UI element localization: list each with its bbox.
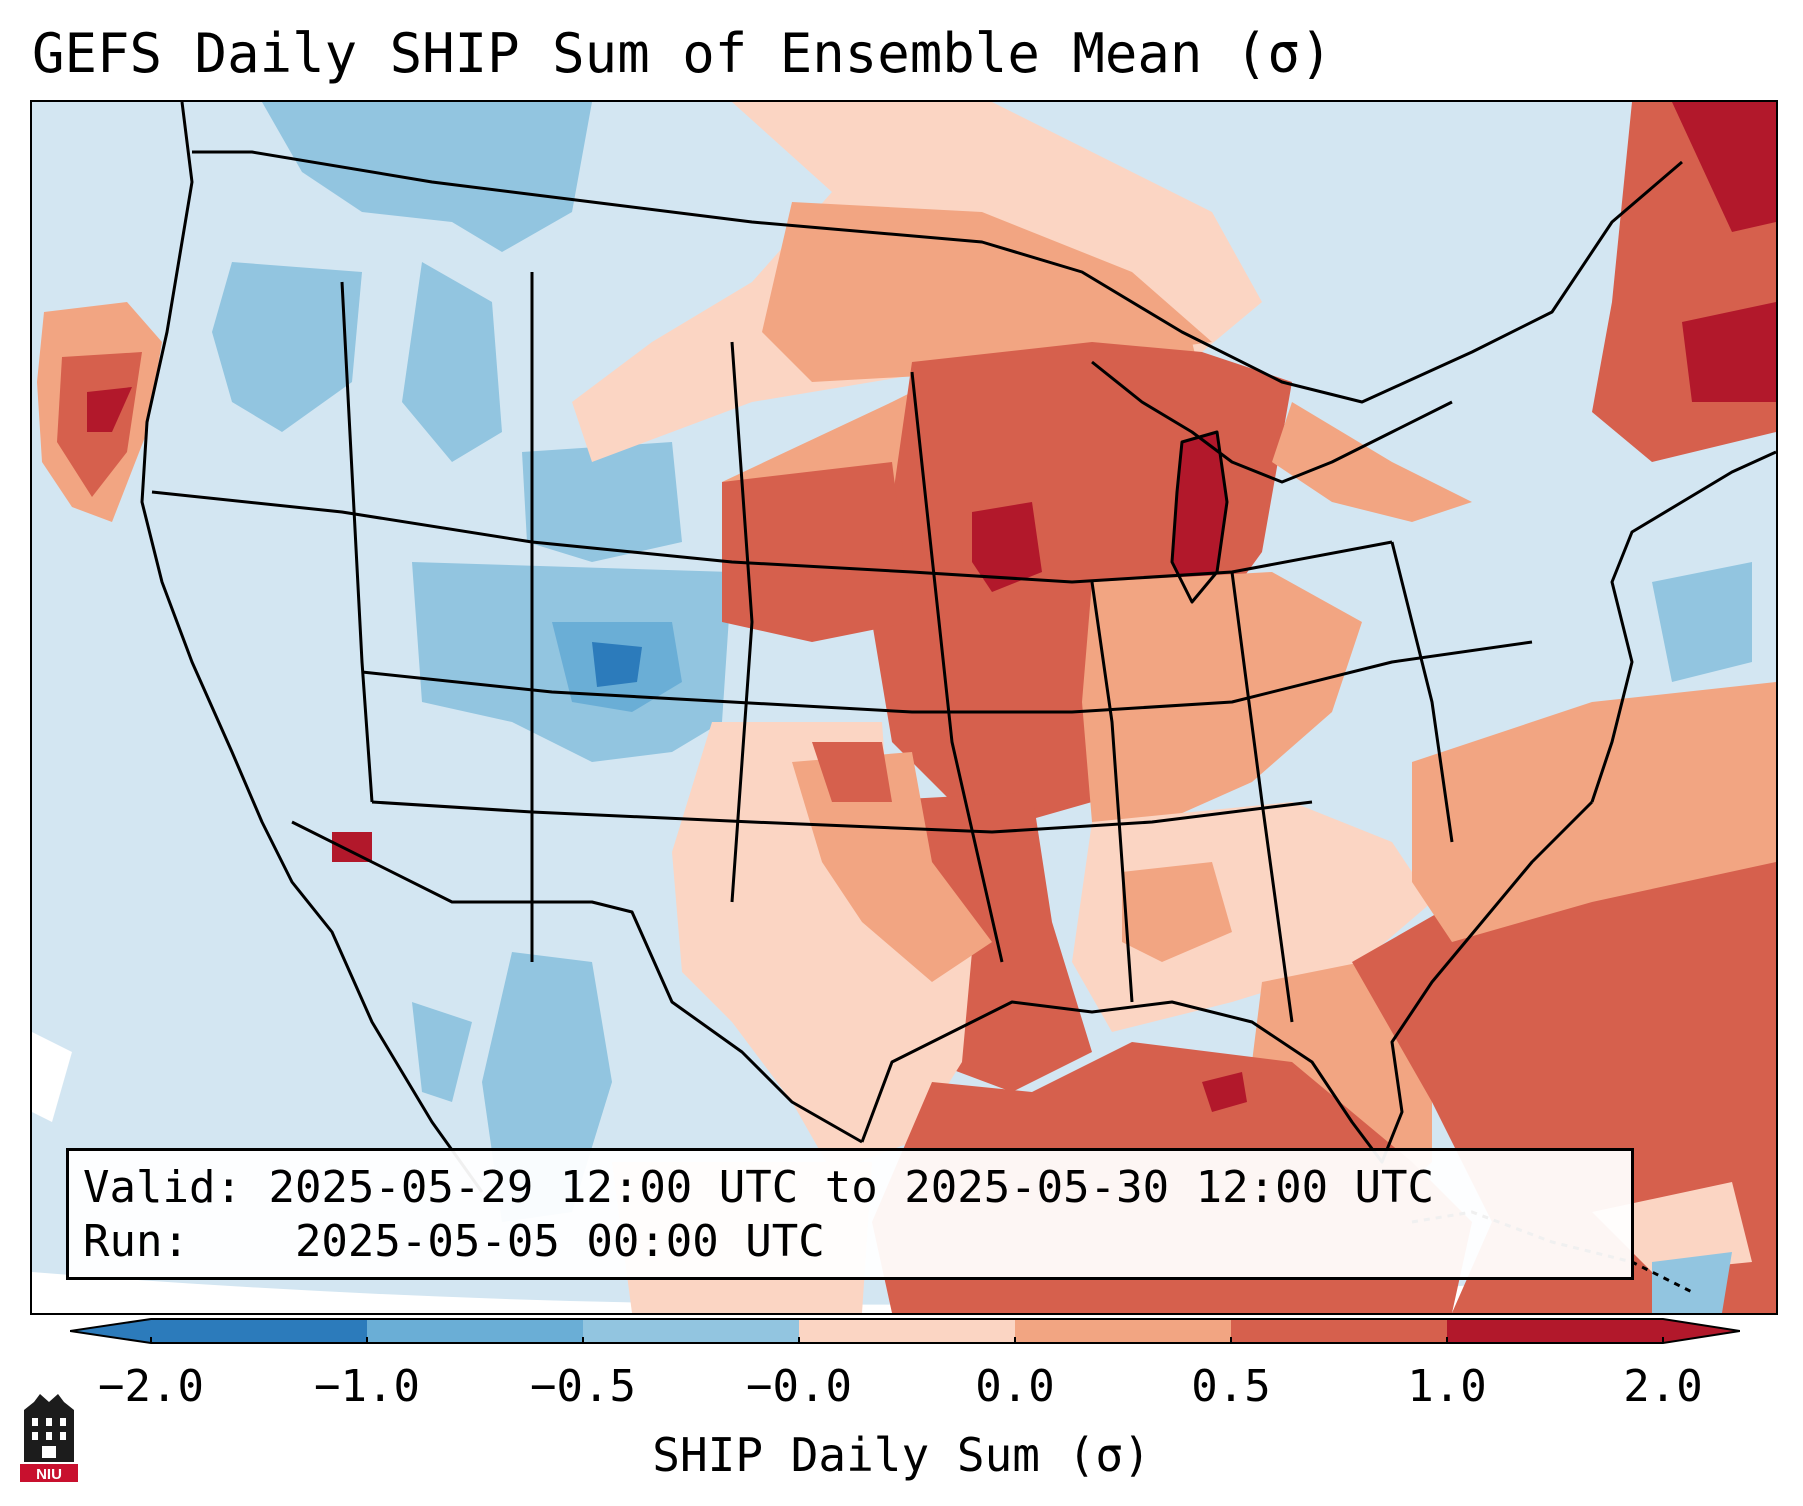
run-line: Run: 2025-05-05 00:00 UTC [83,1215,1617,1269]
niu-logo-banner [20,1464,78,1482]
niu-logo-text: NIU [36,1466,62,1483]
colorbar-label: SHIP Daily Sum (σ) [652,1428,1151,1482]
colorbar-tick-label: 2.0 [1623,1361,1703,1412]
colorbar-over-arrow [1663,1319,1740,1343]
map-panel [30,100,1778,1315]
chart-title: GEFS Daily SHIP Sum of Ensemble Mean (σ) [32,22,1333,85]
colorbar-tick-label: −0.5 [530,1361,636,1412]
boundaries [140,102,1776,1294]
valid-line: Valid: 2025-05-29 12:00 UTC to 2025-05-3… [83,1161,1617,1215]
colorbar-segment [367,1319,583,1343]
region-lake-michigan [1172,432,1227,602]
region-colorado [412,442,732,762]
colorbar-tick-label: −0.0 [746,1361,852,1412]
domain-edge-left [32,1032,72,1122]
valid-label: Valid: [83,1162,242,1213]
anomaly-map [32,102,1776,1313]
colorbar-tick-label: 1.0 [1407,1361,1487,1412]
colorbar-segment [1231,1319,1447,1343]
colorbar-tick-label: −2.0 [98,1361,204,1412]
colorbar [70,1318,1740,1344]
valid-run-info-box: Valid: 2025-05-29 12:00 UTC to 2025-05-3… [66,1148,1634,1280]
colorbar-segment [151,1319,367,1343]
colorbar-under-arrow [70,1319,151,1343]
valid-value: 2025-05-29 12:00 UTC to 2025-05-30 12:00… [268,1162,1435,1213]
region-northeast-canada [1272,102,1776,522]
colorbar-tick-label: 0.5 [1191,1361,1271,1412]
region-offshore-oregon [37,302,162,522]
region-pacific-northwest [212,102,592,462]
colorbar-segment [1447,1319,1663,1343]
colorbar-tick-label: 0.0 [975,1361,1055,1412]
run-value: 2025-05-05 00:00 UTC [294,1216,825,1267]
colorbar-segment [1015,1319,1231,1343]
run-label: Run: [83,1216,189,1267]
niu-logo: NIU [20,1394,78,1483]
colorbar-segment [583,1319,799,1343]
colorbar-segment [799,1319,1015,1343]
colorbar-tick-label: −1.0 [314,1361,420,1412]
